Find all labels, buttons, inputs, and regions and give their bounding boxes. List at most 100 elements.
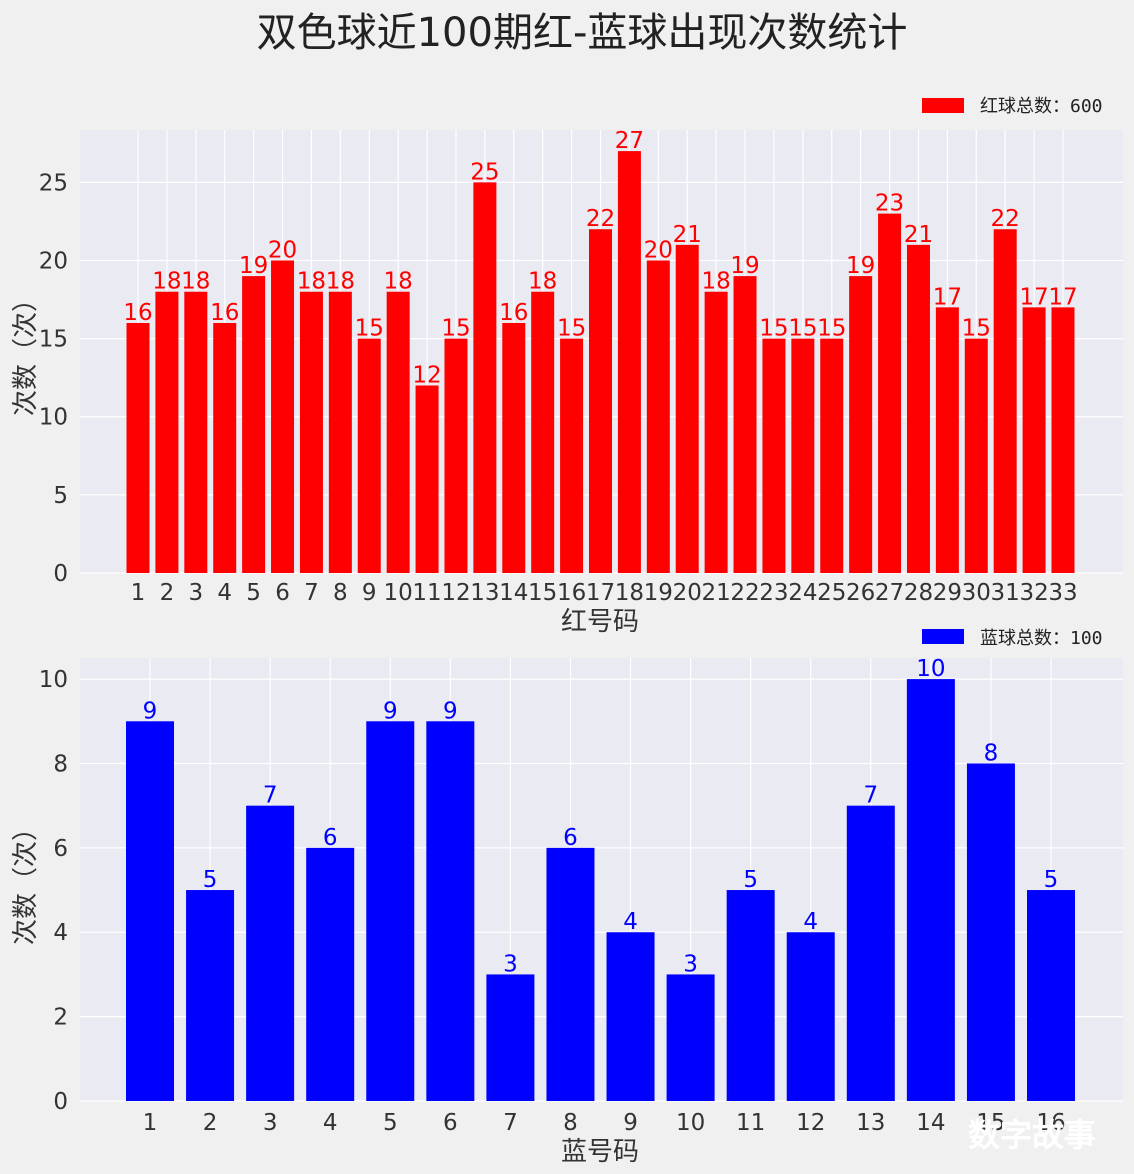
bar bbox=[299, 291, 323, 573]
x-tick-label: 11 bbox=[412, 580, 441, 606]
bar bbox=[666, 974, 715, 1101]
bar bbox=[589, 229, 612, 573]
y-axis-label: 次数（次） bbox=[11, 286, 41, 416]
bar bbox=[820, 338, 844, 573]
bar-value-label: 4 bbox=[803, 909, 818, 935]
x-tick-label: 21 bbox=[701, 580, 730, 606]
bar bbox=[1051, 307, 1075, 573]
bar bbox=[675, 244, 699, 573]
x-tick-label: 14 bbox=[916, 1110, 945, 1136]
bar bbox=[184, 291, 208, 573]
bar bbox=[646, 260, 670, 573]
x-tick-label: 8 bbox=[333, 580, 348, 606]
bar bbox=[906, 679, 955, 1101]
x-tick-label: 20 bbox=[673, 580, 702, 606]
x-tick-label: 1 bbox=[131, 580, 146, 606]
bar-value-label: 18 bbox=[152, 269, 181, 295]
bar bbox=[964, 338, 988, 573]
bar-value-label: 15 bbox=[441, 316, 470, 342]
y-tick-label: 10 bbox=[39, 405, 68, 431]
bar bbox=[242, 276, 266, 573]
bar bbox=[1027, 890, 1075, 1101]
y-tick-label: 10 bbox=[39, 667, 68, 693]
x-tick-label: 18 bbox=[615, 580, 644, 606]
x-axis-label: 红号码 bbox=[561, 607, 639, 637]
x-tick-label: 5 bbox=[383, 1110, 398, 1136]
bar-value-label: 9 bbox=[143, 698, 158, 724]
bar bbox=[531, 291, 555, 573]
bar-value-label: 17 bbox=[1048, 284, 1077, 310]
bar-value-label: 4 bbox=[623, 909, 638, 935]
bar-value-label: 15 bbox=[817, 316, 846, 342]
bar-value-label: 9 bbox=[443, 698, 458, 724]
bar-value-label: 16 bbox=[123, 300, 152, 326]
bar bbox=[328, 291, 352, 573]
x-tick-label: 14 bbox=[499, 580, 528, 606]
x-tick-label: 24 bbox=[788, 580, 817, 606]
x-tick-label: 7 bbox=[503, 1110, 518, 1136]
y-tick-label: 0 bbox=[53, 1089, 68, 1115]
y-tick-label: 6 bbox=[53, 836, 68, 862]
x-tick-label: 33 bbox=[1048, 580, 1077, 606]
x-tick-label: 2 bbox=[203, 1110, 218, 1136]
y-tick-labels: 0 2 4 6 8 10 bbox=[39, 667, 68, 1115]
y-tick-label: 4 bbox=[53, 920, 68, 946]
bar-value-label: 25 bbox=[470, 159, 499, 185]
bar bbox=[726, 890, 775, 1101]
bar-value-label: 12 bbox=[412, 362, 441, 388]
bar bbox=[366, 721, 415, 1101]
x-tick-label: 4 bbox=[217, 580, 232, 606]
bar-value-label: 22 bbox=[586, 206, 615, 232]
y-tick-label: 15 bbox=[39, 327, 68, 353]
x-tick-label: 12 bbox=[441, 580, 470, 606]
bar bbox=[246, 805, 295, 1101]
bar-value-label: 7 bbox=[263, 783, 278, 809]
bar bbox=[473, 182, 497, 573]
bar-value-label: 21 bbox=[673, 222, 702, 248]
x-tick-label: 3 bbox=[263, 1110, 278, 1136]
x-tick-label: 9 bbox=[623, 1110, 638, 1136]
bar-value-label: 19 bbox=[239, 253, 268, 279]
y-tick-label: 8 bbox=[53, 751, 68, 777]
x-tick-label: 12 bbox=[796, 1110, 825, 1136]
bar-value-label: 17 bbox=[933, 284, 962, 310]
bar-value-label: 18 bbox=[384, 269, 413, 295]
bar-value-label: 15 bbox=[355, 316, 384, 342]
bar-value-label: 19 bbox=[846, 253, 875, 279]
bar bbox=[878, 213, 902, 573]
x-tick-label: 5 bbox=[246, 580, 261, 606]
bar-value-label: 3 bbox=[503, 951, 518, 977]
x-tick-label: 19 bbox=[644, 580, 673, 606]
x-tick-labels: 1 2 3 4 5 6 7 8 9 10 11 12 13 14 15 16 bbox=[143, 1110, 1066, 1136]
legend-swatch bbox=[922, 98, 964, 113]
x-tick-label: 7 bbox=[304, 580, 319, 606]
x-tick-label: 15 bbox=[976, 1110, 1005, 1136]
legend: 蓝球总数：100 bbox=[922, 628, 1103, 649]
x-tick-label: 16 bbox=[557, 580, 586, 606]
bar-value-label: 23 bbox=[875, 191, 904, 217]
x-tick-label: 28 bbox=[904, 580, 933, 606]
bar-value-label: 20 bbox=[644, 237, 673, 263]
watermark-text: 数字故事 bbox=[968, 1116, 1096, 1154]
bar-value-label: 3 bbox=[683, 951, 698, 977]
bar-value-label: 21 bbox=[904, 222, 933, 248]
y-tick-labels: 0 5 10 15 20 25 bbox=[39, 170, 68, 587]
bar-value-label: 20 bbox=[268, 237, 297, 263]
bar-value-label: 18 bbox=[297, 269, 326, 295]
bar bbox=[126, 322, 150, 573]
x-tick-label: 13 bbox=[856, 1110, 885, 1136]
bar bbox=[502, 322, 526, 573]
bar bbox=[791, 338, 815, 573]
x-tick-labels: 1 2 3 4 5 6 7 8 9 10 11 12 13 14 15 16 17 18 19 20 21 22 23 24 2… bbox=[131, 580, 1078, 606]
bar bbox=[357, 338, 381, 573]
x-tick-label: 22 bbox=[730, 580, 759, 606]
bar-value-label: 7 bbox=[863, 783, 878, 809]
y-tick-label: 20 bbox=[39, 248, 68, 274]
x-tick-label: 31 bbox=[991, 580, 1020, 606]
bar bbox=[786, 932, 835, 1101]
x-axis-label: 蓝号码 bbox=[561, 1137, 639, 1167]
